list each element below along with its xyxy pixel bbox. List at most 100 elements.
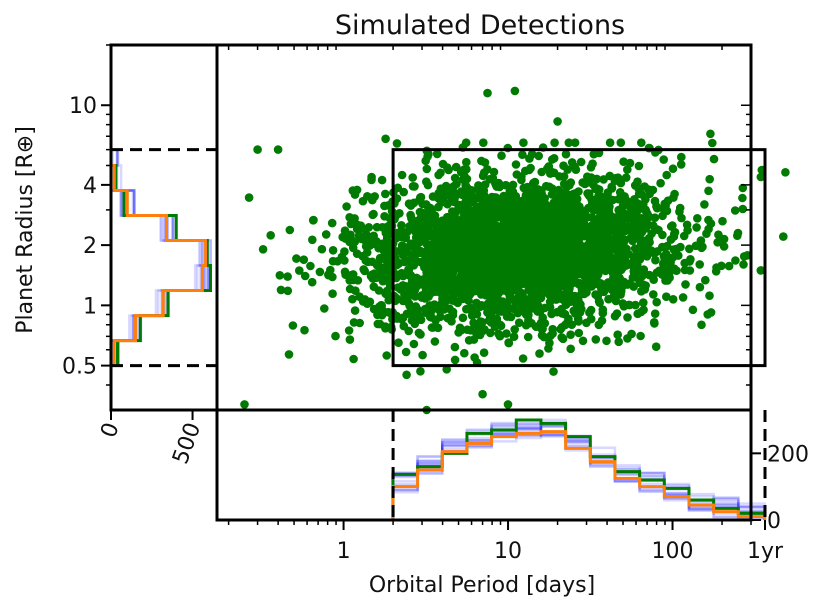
scatter-point <box>491 264 501 273</box>
scatter-point <box>705 291 714 301</box>
scatter-point <box>502 329 511 338</box>
scatter-point <box>521 197 530 206</box>
scatter-point <box>483 214 493 224</box>
scatter-point <box>677 152 686 162</box>
scatter-point <box>597 279 606 289</box>
scatter-point <box>454 254 464 264</box>
scatter-point <box>706 129 715 139</box>
scatter-point <box>496 256 505 266</box>
scatter-point <box>483 299 493 308</box>
scatter-point <box>693 214 702 223</box>
scatter-point <box>626 226 635 235</box>
scatter-point <box>426 241 435 250</box>
scatter-point <box>480 265 490 275</box>
scatter-point <box>468 308 478 317</box>
scatter-point <box>596 200 606 210</box>
scatter-panel <box>215 43 790 415</box>
scatter-point <box>344 326 354 335</box>
scatter-point <box>546 167 556 176</box>
scatter-point <box>549 154 559 163</box>
scatter-point <box>430 282 440 291</box>
scatter-point <box>603 191 612 201</box>
scatter-point <box>522 248 531 258</box>
scatter-point <box>299 255 309 264</box>
scatter-point <box>520 229 529 239</box>
scatter-point <box>738 193 747 203</box>
radius-histogram-sample-line <box>109 149 204 366</box>
scatter-point <box>704 186 713 196</box>
scatter-point <box>397 221 406 230</box>
scatter-point <box>564 138 574 147</box>
radius-histogram-sample-line <box>109 149 210 366</box>
scatter-point <box>550 264 559 273</box>
scatter-point <box>583 247 592 257</box>
scatter-point <box>617 242 626 251</box>
scatter-point <box>633 206 642 216</box>
scatter-point <box>719 242 729 251</box>
scatter-point <box>349 354 358 364</box>
scatter-point <box>258 245 268 254</box>
scatter-point <box>574 328 584 338</box>
radius-histogram-sample-line <box>109 149 206 366</box>
scatter-point <box>437 273 447 283</box>
scatter-point <box>530 254 539 264</box>
scatter-point <box>442 365 452 374</box>
scatter-point <box>369 282 379 292</box>
radius-histogram-sample-line <box>109 149 210 366</box>
scatter-point <box>695 282 705 292</box>
scatter-point <box>611 296 621 306</box>
scatter-point <box>525 184 534 194</box>
scatter-point <box>607 244 617 254</box>
scatter-point <box>650 319 659 328</box>
period-histogram-observed-line <box>391 418 767 520</box>
scatter-point <box>718 216 727 226</box>
scatter-point <box>306 261 315 271</box>
scatter-point <box>433 218 442 228</box>
scatter-point <box>539 211 549 220</box>
scatter-point <box>460 171 469 181</box>
scatter-point <box>604 263 613 272</box>
scatter-point <box>463 325 472 335</box>
scatter-point <box>450 355 460 365</box>
period-histogram-count-ticks: 0 200 <box>751 442 809 534</box>
scatter-point <box>549 250 559 259</box>
scatter-point <box>429 234 439 243</box>
scatter-point <box>404 199 414 208</box>
scatter-point <box>501 199 511 209</box>
scatter-point <box>572 235 582 245</box>
count-tick-label: 200 <box>767 442 809 467</box>
scatter-point <box>570 208 579 218</box>
scatter-point <box>466 220 475 229</box>
scatter-point <box>478 171 488 181</box>
scatter-point <box>408 173 418 182</box>
scatter-point <box>526 294 535 304</box>
scatter-point <box>470 353 479 362</box>
scatter-point <box>470 277 480 287</box>
scatter-point <box>378 276 388 286</box>
scatter-point <box>363 299 372 309</box>
scatter-point <box>378 239 387 249</box>
scatter-point <box>285 225 295 235</box>
scatter-point <box>668 164 678 173</box>
scatter-point <box>556 193 566 203</box>
scatter-point <box>383 253 393 263</box>
scatter-point <box>376 309 385 319</box>
scatter-point <box>540 243 549 252</box>
scatter-point <box>724 261 734 271</box>
scatter-point <box>655 266 664 276</box>
scatter-point <box>636 331 645 341</box>
chart-title: Simulated Detections <box>335 10 625 41</box>
scatter-point <box>440 295 450 304</box>
scatter-point <box>436 258 446 267</box>
scatter-point <box>512 246 522 256</box>
scatter-point <box>538 227 548 236</box>
scatter-point <box>467 265 477 275</box>
scatter-point <box>489 214 499 224</box>
scatter-point <box>605 138 615 147</box>
scatter-point <box>352 185 362 195</box>
radius-histogram-sample-line <box>109 149 212 366</box>
count-tick-label: 0 <box>96 420 124 442</box>
scatter-point <box>474 191 484 201</box>
scatter-point <box>253 145 262 154</box>
scatter-point <box>518 150 527 159</box>
